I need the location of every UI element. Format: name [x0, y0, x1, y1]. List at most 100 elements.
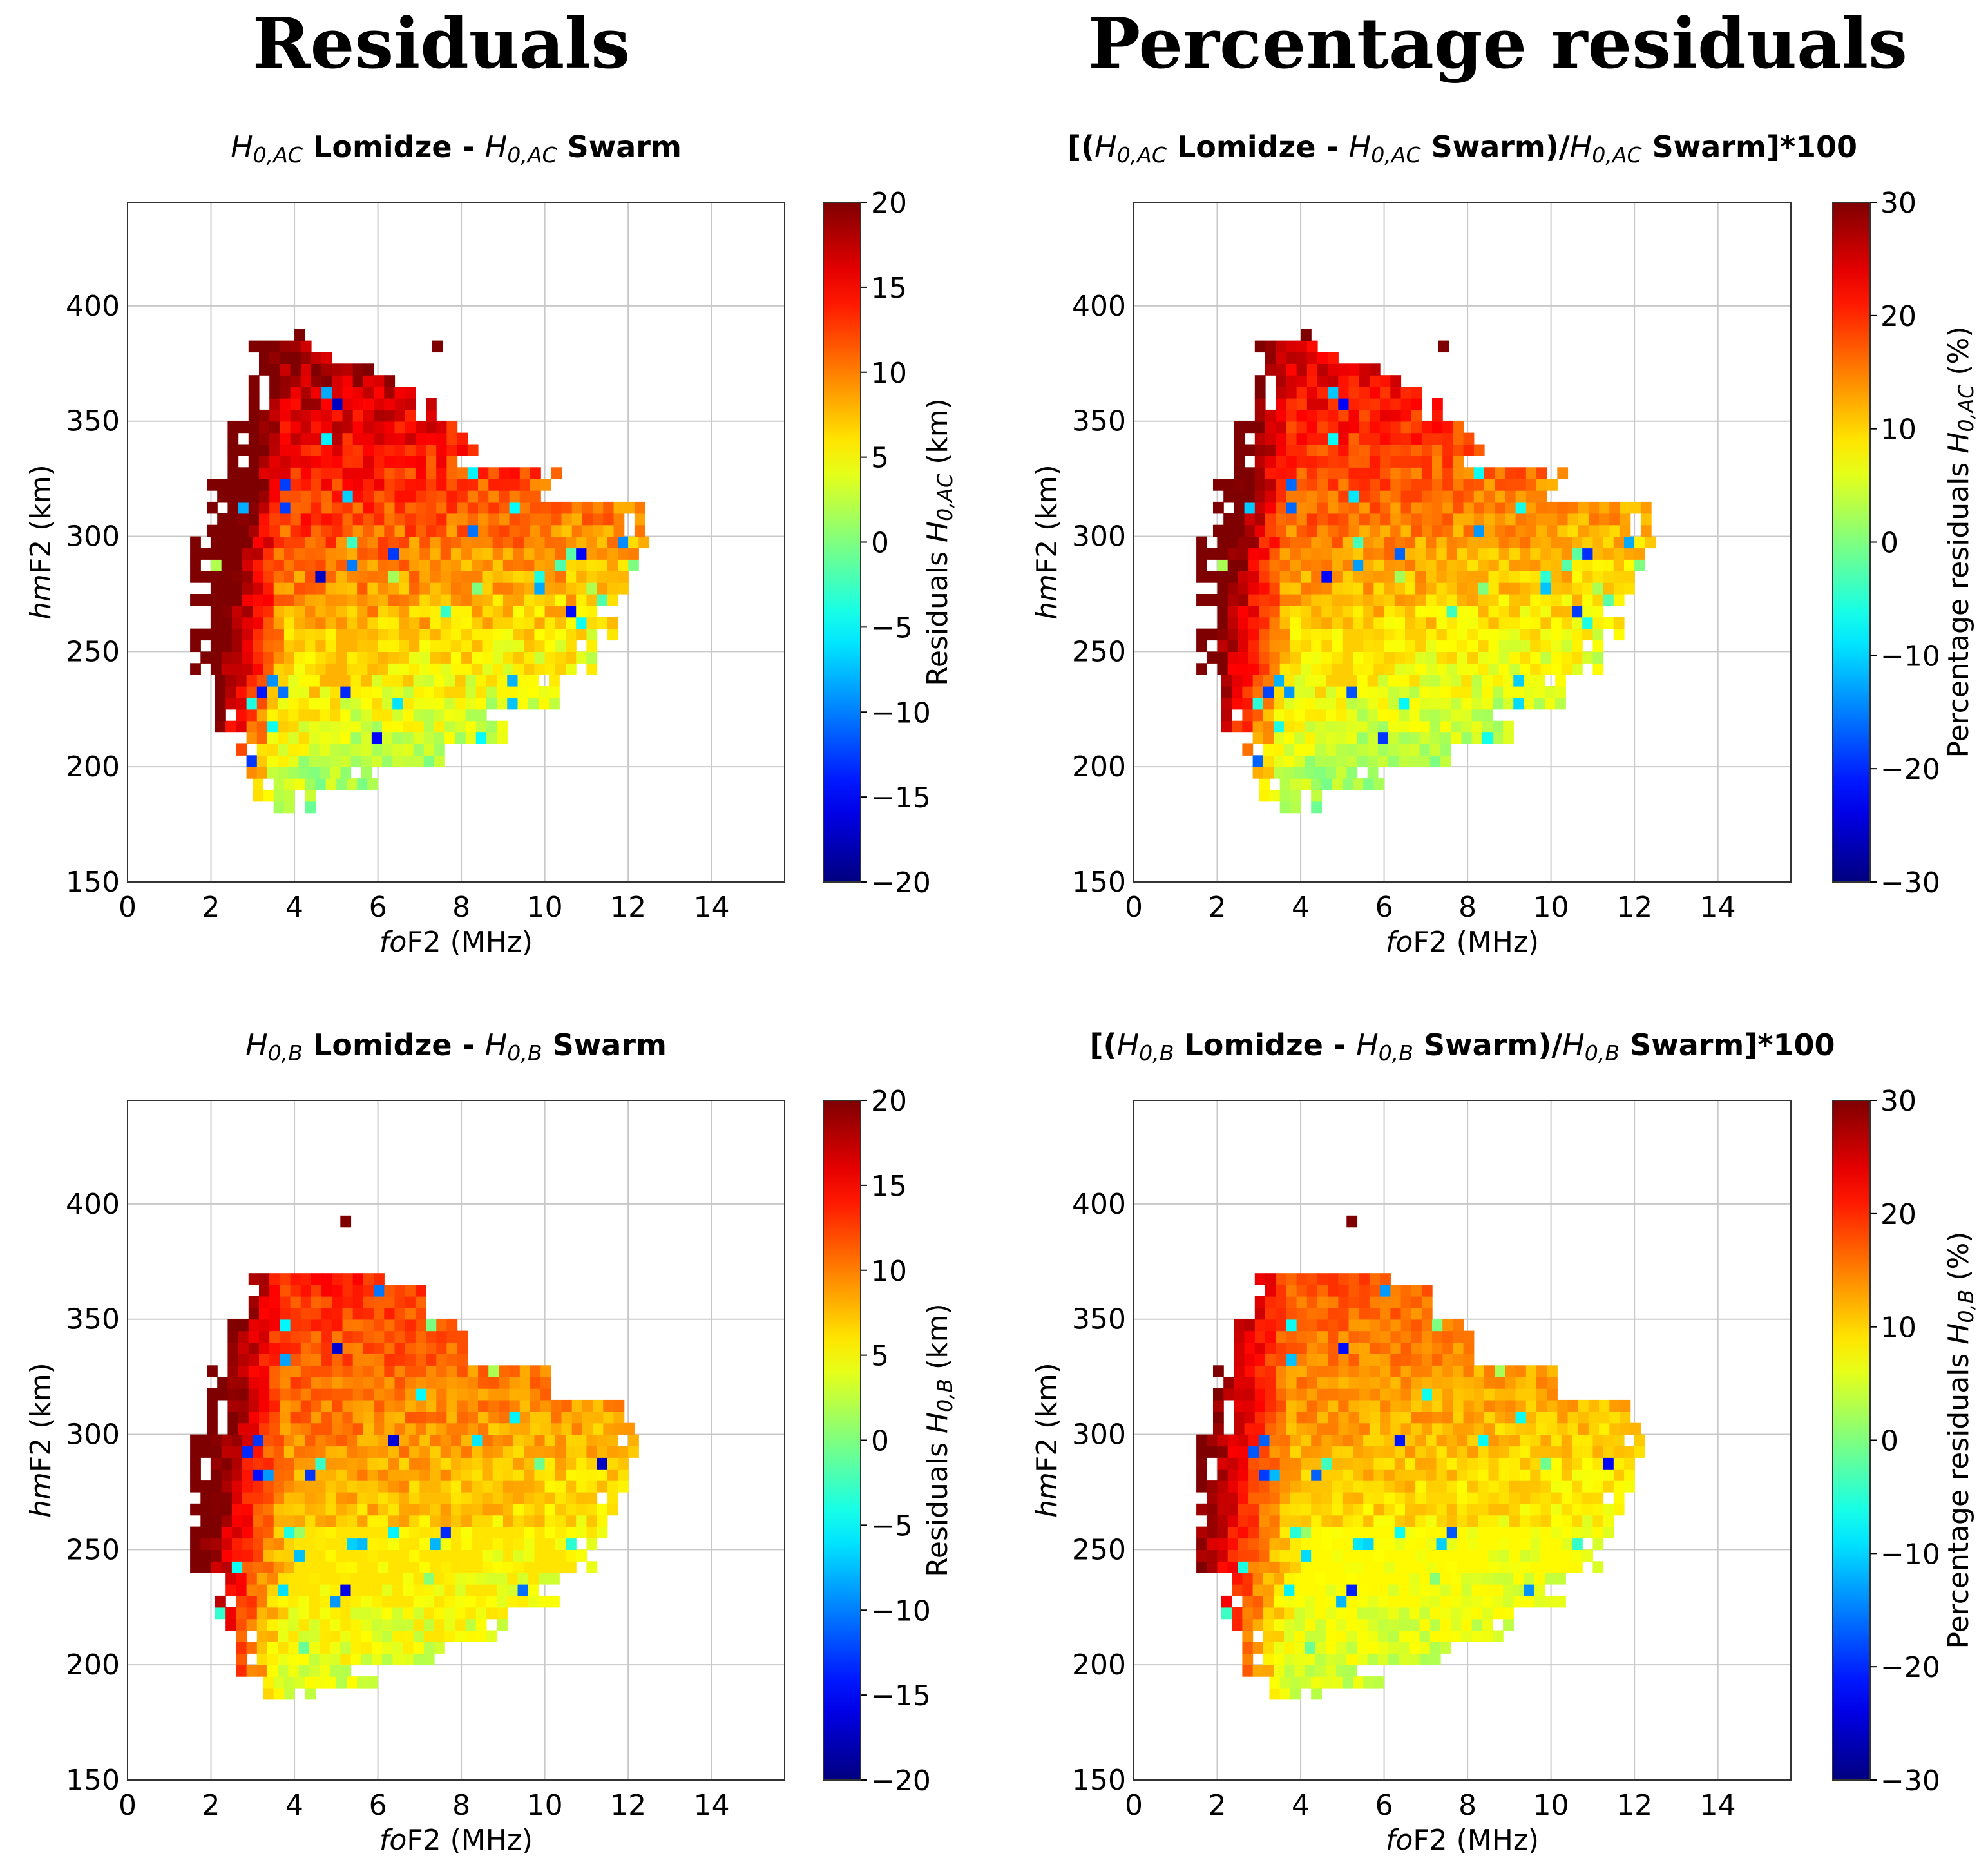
heatmap-cell	[1399, 732, 1410, 744]
heatmap-cell	[607, 1446, 618, 1458]
heatmap-cell	[1213, 524, 1224, 537]
heatmap-cell	[1234, 524, 1245, 537]
heatmap-cell	[1290, 594, 1301, 606]
panel-title: H0,AC Lomidze - H0,AC Swarm	[231, 129, 682, 168]
heatmap-cell	[1296, 490, 1308, 503]
heatmap-cell	[497, 732, 508, 744]
heatmap-cell	[405, 1307, 416, 1320]
heatmap-cell	[392, 1653, 403, 1665]
heatmap-cells	[190, 329, 650, 814]
heatmap-cell	[1232, 1607, 1243, 1620]
heatmap-cell	[1332, 628, 1343, 641]
colorbar-tick-label: 0	[871, 527, 889, 560]
heatmap-cell	[530, 479, 541, 491]
heatmap-cell	[444, 1595, 455, 1608]
heatmap-cell	[482, 1515, 493, 1527]
heatmap-cell	[1561, 1469, 1572, 1481]
heatmap-cell	[1551, 548, 1562, 560]
heatmap-cell	[190, 628, 201, 641]
heatmap-cell	[1380, 524, 1391, 537]
heatmap-cell	[311, 490, 322, 503]
heatmap-cell	[394, 1422, 406, 1435]
heatmap-cell	[1451, 675, 1462, 687]
heatmap-cell	[263, 1561, 274, 1573]
heatmap-cell	[1263, 1618, 1274, 1631]
heatmap-cell	[440, 559, 452, 571]
heatmap-cell	[1342, 617, 1353, 629]
heatmap-cell	[478, 524, 489, 537]
heatmap-cell	[1520, 1538, 1531, 1550]
heatmap-cell	[1342, 548, 1353, 560]
heatmap-cell	[440, 1549, 452, 1562]
x-axis-label: foF2 (MHz)	[1386, 926, 1539, 959]
heatmap-cell	[482, 1480, 493, 1493]
heatmap-cell	[1238, 640, 1249, 652]
heatmap-cell	[1305, 1573, 1316, 1585]
heatmap-cell	[1244, 513, 1256, 526]
x-tick-label: 10	[527, 891, 563, 924]
heatmap-cell	[1342, 1538, 1353, 1550]
colorbar-tick-label: 10	[871, 357, 907, 390]
heatmap-cell	[1263, 1665, 1274, 1677]
heatmap-cell	[253, 789, 264, 802]
heatmap-cell	[461, 1549, 472, 1562]
heatmap-cell	[434, 720, 445, 733]
heatmap-cell	[1325, 1665, 1337, 1677]
heatmap-cell	[217, 490, 228, 503]
heatmap-cell	[1336, 709, 1347, 722]
heatmap-cell	[1238, 559, 1249, 571]
heatmap-cell	[597, 617, 608, 629]
heatmap-cell	[1463, 1388, 1475, 1401]
heatmap-cell	[1286, 1273, 1297, 1285]
heatmap-cell	[330, 697, 341, 710]
heatmap-cell	[227, 1342, 239, 1354]
heatmap-cell	[311, 1411, 322, 1424]
heatmap-cell	[321, 1399, 332, 1412]
heatmap-cell	[231, 1503, 243, 1516]
heatmap-cell	[1488, 1549, 1500, 1562]
heatmap-cell	[1471, 1573, 1483, 1585]
heatmap-cell	[1515, 513, 1527, 526]
heatmap-cell	[1321, 1538, 1333, 1550]
heatmap-cell	[1390, 479, 1402, 491]
heatmap-cell	[1493, 1607, 1504, 1620]
heatmap-cell	[1582, 559, 1593, 571]
heatmap-cell	[321, 1365, 332, 1377]
heatmap-cell	[430, 548, 441, 560]
heatmap-cell	[1557, 467, 1569, 479]
heatmap-cell	[1311, 1687, 1322, 1700]
heatmap-cell	[1306, 1422, 1318, 1435]
heatmap-cell	[363, 1319, 374, 1332]
heatmap-cell	[586, 1503, 598, 1516]
heatmap-cell	[586, 1515, 598, 1527]
heatmap-cell	[231, 559, 243, 571]
heatmap-cell	[399, 1469, 410, 1481]
heatmap-cell	[1357, 1573, 1368, 1585]
heatmap-cell	[1509, 651, 1520, 664]
heatmap-cell	[290, 501, 301, 514]
heatmap-cell	[1363, 628, 1374, 641]
heatmap-cell	[256, 675, 268, 687]
heatmap-cell	[392, 1584, 403, 1596]
heatmap-cell	[513, 1538, 524, 1550]
heatmap-cell	[1457, 605, 1468, 618]
heatmap-cell	[1540, 1434, 1552, 1447]
heatmap-cell	[446, 1377, 458, 1389]
heatmap-cell	[253, 778, 264, 790]
heatmap-cell	[1321, 594, 1333, 606]
heatmap-cell	[502, 651, 514, 664]
heatmap-cell	[1290, 1457, 1301, 1470]
heatmap-cell	[1311, 1561, 1322, 1573]
x-tick-label: 8	[1458, 1789, 1477, 1822]
heatmap-cell	[367, 1526, 379, 1539]
heatmap-cell	[1405, 571, 1416, 583]
y-tick-label: 300	[66, 521, 120, 553]
heatmap-cell	[1551, 605, 1562, 618]
heatmap-cell	[1603, 1446, 1614, 1458]
colorbar-tick-label: 5	[871, 442, 889, 475]
heatmap-cell	[497, 686, 508, 698]
heatmap-cell	[363, 524, 374, 537]
heatmap-cell	[1505, 467, 1516, 479]
heatmap-cell	[1419, 686, 1431, 698]
